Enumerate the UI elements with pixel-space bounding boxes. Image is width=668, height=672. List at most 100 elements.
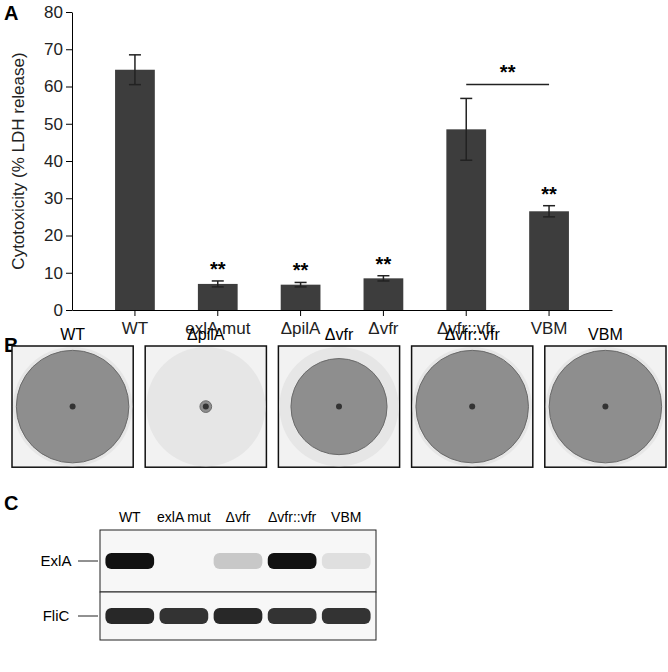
plate xyxy=(413,347,532,466)
panel-b: BWTΔpilAΔvfrΔvfr::vfrVBM xyxy=(4,326,666,467)
y-tick-label: 50 xyxy=(44,115,63,134)
x-tick: WT xyxy=(122,310,148,338)
error-bar-segment xyxy=(217,281,219,287)
error-bar-segment xyxy=(460,160,472,162)
bar xyxy=(115,70,155,310)
x-tick-label: Δvfr xyxy=(368,319,399,338)
error-bar-segment xyxy=(460,98,472,100)
y-tick-label: 20 xyxy=(44,226,63,245)
blot-band xyxy=(322,553,371,569)
error-bar-segment xyxy=(129,84,141,86)
error-bar-segment xyxy=(295,286,307,288)
x-axis-line xyxy=(73,310,613,311)
blot-band xyxy=(214,608,263,624)
plate-frame xyxy=(412,346,533,467)
x-tick-mark xyxy=(217,310,218,316)
y-tick: 60 xyxy=(44,77,72,96)
y-axis-line xyxy=(72,13,73,311)
error-bar-segment xyxy=(212,286,224,288)
comparison-label: ** xyxy=(500,61,516,83)
x-tick-mark xyxy=(300,310,301,316)
panel-label: C xyxy=(4,492,18,514)
blot-frame xyxy=(100,530,376,592)
significance: ** xyxy=(210,258,226,280)
y-tick-label: 60 xyxy=(44,77,63,96)
y-tick-mark xyxy=(66,198,72,199)
inoculation-point xyxy=(70,404,76,410)
twitching-zone xyxy=(549,350,662,463)
error-bar xyxy=(543,206,555,217)
blot-band xyxy=(160,553,209,569)
error-bar xyxy=(295,282,307,286)
y-tick: 70 xyxy=(44,40,72,59)
plate-frame xyxy=(145,346,266,467)
x-tick-label: ΔpilA xyxy=(281,319,321,338)
inoculation-point xyxy=(469,404,475,410)
error-bar-segment xyxy=(129,54,141,56)
error-bar-segment xyxy=(295,282,307,284)
comparison-bracket xyxy=(466,84,549,86)
error-bar-segment xyxy=(548,206,550,217)
significance: ** xyxy=(541,183,557,205)
twitching-zone xyxy=(200,401,212,413)
figure: A01020304050607080WTexlA mutΔpilAΔvfrΔvf… xyxy=(0,0,668,672)
row-label-tick xyxy=(78,616,98,617)
error-bar xyxy=(129,55,141,85)
significance: ** xyxy=(376,253,392,275)
y-tick: 20 xyxy=(44,226,72,245)
x-tick-mark xyxy=(134,310,135,316)
lane-label: WT xyxy=(119,509,141,525)
blot-band xyxy=(322,608,371,624)
y-tick: 10 xyxy=(44,264,72,283)
twitching-zone xyxy=(416,350,529,463)
twitching-zone xyxy=(16,350,129,463)
x-tick-label: VBM xyxy=(531,319,568,338)
y-tick: 30 xyxy=(44,189,72,208)
panel-label: A xyxy=(4,2,18,24)
blot-band xyxy=(160,608,209,624)
inoculation-point xyxy=(602,404,608,410)
error-bar-segment xyxy=(543,216,555,218)
blot-band xyxy=(214,553,263,569)
x-tick: ΔpilA xyxy=(281,310,321,338)
y-tick-label: 10 xyxy=(44,264,63,283)
error-bar-segment xyxy=(212,280,224,282)
x-tick: Δvfr xyxy=(368,310,399,338)
error-bar-segment xyxy=(134,55,136,85)
bar xyxy=(198,284,238,310)
x-tick: VBM xyxy=(531,310,568,338)
blot-frame xyxy=(100,592,376,640)
y-tick-mark xyxy=(66,49,72,50)
annotations: ********** xyxy=(210,61,557,281)
blot-band xyxy=(105,608,154,624)
error-bar-segment xyxy=(377,280,389,282)
y-tick-mark xyxy=(66,12,72,13)
y-tick-label: 70 xyxy=(44,40,63,59)
y-tick: 0 xyxy=(54,301,72,320)
error-bar xyxy=(377,276,389,281)
panel-c: CWTexlA mutΔvfrΔvfr::vfrVBMExlAFliC xyxy=(4,492,376,640)
lane-label: Δvfr::vfr xyxy=(268,509,317,525)
panel-b-label: WT xyxy=(60,326,85,343)
error-bar-segment xyxy=(377,275,389,277)
error-bar-segment xyxy=(465,98,467,160)
twitching-zone xyxy=(291,359,387,455)
y-tick: 40 xyxy=(44,152,72,171)
y-tick-label: 30 xyxy=(44,189,63,208)
y-tick-mark xyxy=(66,124,72,125)
x-tick-mark xyxy=(466,310,467,316)
bar xyxy=(529,211,569,310)
row-label: FliC xyxy=(43,607,70,624)
y-tick: 80 xyxy=(44,3,72,22)
panel-b-label: Δvfr::vfr xyxy=(445,326,501,343)
y-tick-label: 80 xyxy=(44,3,63,22)
error-bar xyxy=(460,98,472,160)
inoculation-point xyxy=(203,404,209,410)
x-tick-label: WT xyxy=(122,319,148,338)
row-label-tick xyxy=(78,561,98,562)
y-tick-label: 0 xyxy=(54,301,63,320)
error-bar-segment xyxy=(383,276,385,281)
plate-frame xyxy=(545,346,666,467)
x-tick-mark xyxy=(549,310,550,316)
y-tick-mark xyxy=(66,161,72,162)
